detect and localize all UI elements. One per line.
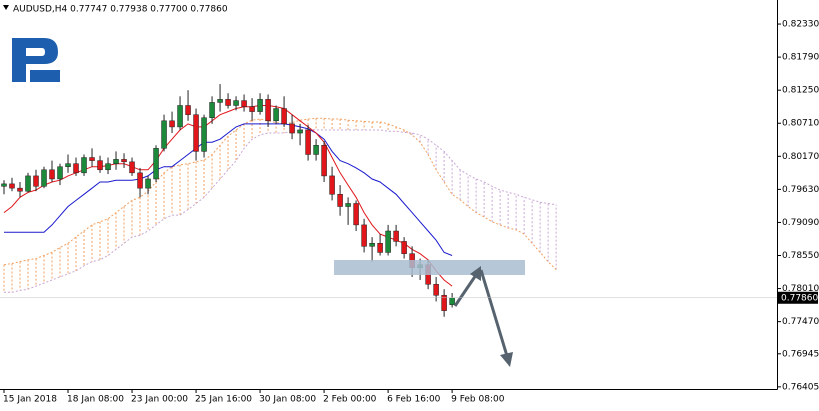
candle-body <box>217 99 223 103</box>
candle-body <box>185 105 191 115</box>
candle-body <box>401 241 407 254</box>
candle-body <box>385 230 391 253</box>
candle-body <box>113 159 119 164</box>
senkou-span-b <box>4 128 557 293</box>
y-tick-label: 0.76945 <box>782 349 819 359</box>
logo <box>12 38 60 82</box>
candle-body <box>17 187 23 192</box>
candle-body <box>265 99 271 122</box>
candle-body <box>249 106 255 112</box>
candle-body <box>129 161 135 174</box>
support-zone <box>334 260 525 275</box>
y-tick-label: 0.80710 <box>782 119 819 129</box>
candle-body <box>41 169 47 187</box>
candle-body <box>273 108 279 122</box>
candle-body <box>65 163 71 167</box>
logo-bar <box>30 70 60 82</box>
candle-body <box>353 203 359 226</box>
candle-body <box>25 175 31 192</box>
y-tick-label: 0.80170 <box>782 152 819 162</box>
candle-body <box>9 183 15 189</box>
candle-body <box>121 159 127 163</box>
candle-body <box>33 175 39 187</box>
last-price-label: 0.77860 <box>781 293 818 303</box>
candle-body <box>97 160 103 171</box>
candle-body <box>441 295 447 311</box>
candle-body <box>305 129 311 155</box>
candle-body <box>321 145 327 177</box>
candle-body <box>209 102 215 118</box>
candle-body <box>393 230 399 242</box>
y-tick-label: 0.78010 <box>782 284 819 294</box>
x-tick-label: 15 Jan 2018 <box>3 395 57 405</box>
y-tick-label: 0.82330 <box>782 20 819 30</box>
candle-body <box>145 178 151 189</box>
candle-body <box>201 117 207 152</box>
y-tick-label: 0.81250 <box>782 86 819 96</box>
candle-body <box>233 100 239 106</box>
arrow-up <box>453 274 478 307</box>
x-tick-label: 18 Jan 08:00 <box>67 395 124 405</box>
x-tick-label: 9 Feb 08:00 <box>451 395 505 405</box>
candle-body <box>377 243 383 253</box>
candle-body <box>169 120 175 128</box>
candle-body <box>161 120 167 149</box>
candle-body <box>193 114 199 152</box>
candle-body <box>1 183 7 187</box>
senkou-span-a <box>3 117 557 270</box>
y-tick-label: 0.81790 <box>782 53 819 63</box>
candle-body <box>57 166 63 180</box>
candle-body <box>177 105 183 128</box>
candle-body <box>153 148 159 180</box>
y-tick-label: 0.79630 <box>782 185 819 195</box>
kijun-sen <box>4 123 453 256</box>
logo-mark <box>12 38 58 82</box>
candle-body <box>369 243 375 247</box>
x-tick-label: 23 Jan 00:00 <box>131 395 188 405</box>
candle-body <box>337 194 343 207</box>
chart-header: AUDUSD,H4 0.77747 0.77938 0.77700 0.7786… <box>13 5 228 15</box>
x-tick-label: 2 Feb 00:00 <box>323 395 377 405</box>
candle-body <box>313 145 319 155</box>
candle-body <box>89 157 95 161</box>
candle-body <box>297 129 303 134</box>
candle-body <box>137 172 143 189</box>
header-triangle <box>3 5 9 10</box>
arrow-down <box>479 269 509 357</box>
candle-body <box>225 99 231 106</box>
forecast-arrows <box>453 266 513 367</box>
candle-body <box>241 100 247 107</box>
candle-body <box>73 163 79 174</box>
candle-body <box>81 157 87 174</box>
candle-body <box>281 108 287 125</box>
plot-area <box>1 84 557 317</box>
y-tick-label: 0.76405 <box>782 382 819 392</box>
x-tick-label: 25 Jan 16:00 <box>195 395 252 405</box>
candle-body <box>105 163 111 171</box>
last-price-marker <box>778 291 818 304</box>
candle-body <box>289 123 295 134</box>
candle-body <box>345 203 351 207</box>
y-tick-label: 0.79090 <box>782 218 819 228</box>
candle-body <box>49 169 55 180</box>
x-tick-label: 6 Feb 16:00 <box>387 395 441 405</box>
y-tick-label: 0.78550 <box>782 251 819 261</box>
arrow-down-head <box>500 352 513 367</box>
candle-body <box>361 224 367 247</box>
candle-body <box>449 297 455 305</box>
x-tick-label: 30 Jan 08:00 <box>259 395 316 405</box>
candle-body <box>257 99 263 112</box>
candle-body <box>329 175 335 195</box>
arrow-up-head <box>470 266 481 281</box>
candle-body <box>433 284 439 296</box>
y-tick-label: 0.77470 <box>782 317 819 327</box>
